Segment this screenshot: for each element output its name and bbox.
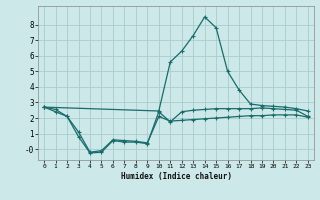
X-axis label: Humidex (Indice chaleur): Humidex (Indice chaleur) <box>121 172 231 181</box>
